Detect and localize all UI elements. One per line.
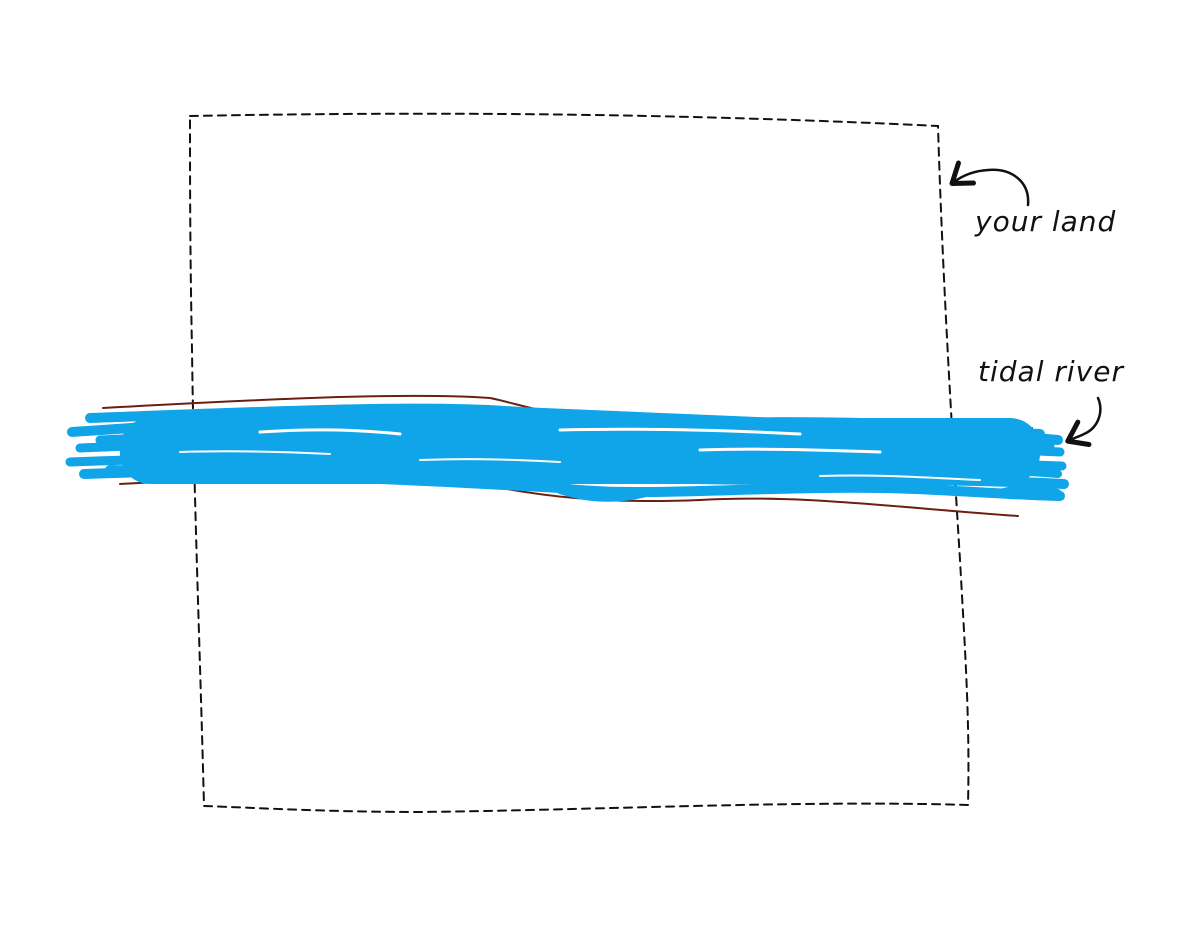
tidal-river-label: tidal river — [978, 355, 1124, 388]
river-water — [65, 403, 1069, 502]
river-highlights — [179, 427, 981, 481]
your-land-label: your land — [975, 205, 1117, 238]
tidal-river-pointer-icon — [1065, 396, 1102, 447]
land-boundary — [188, 112, 970, 814]
your-land-pointer-icon — [949, 160, 1030, 207]
